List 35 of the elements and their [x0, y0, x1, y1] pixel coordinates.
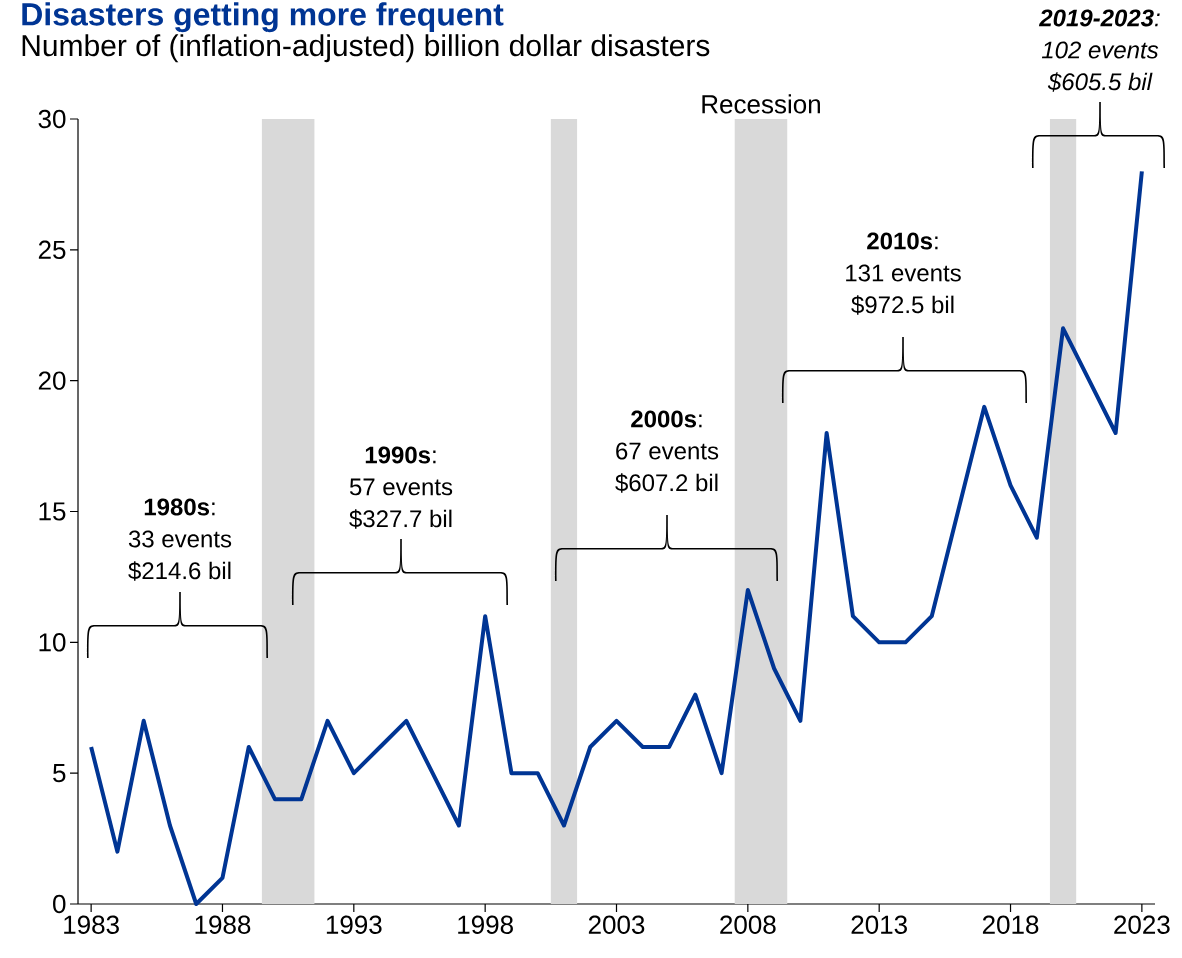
- x-tick-label: 2013: [851, 915, 907, 934]
- annotation: 1980s:: [144, 498, 215, 516]
- annotation: $327.7 bil: [349, 509, 452, 529]
- annotation: 1990s:: [365, 446, 436, 464]
- annotation: 57 events: [349, 478, 453, 496]
- annotation: 33 events: [128, 530, 232, 548]
- chart-subtitle: Number of (inflation-adjusted) billion dollar disasters: [22, 34, 710, 63]
- y-tick-label: 5: [53, 764, 66, 783]
- band-label: Recession: [702, 94, 820, 114]
- x-tick-label: 2023: [1114, 915, 1170, 934]
- x-tick-label: 1983: [64, 915, 119, 934]
- y-tick-label: 30: [38, 109, 66, 129]
- x-tick-label: 1998: [458, 915, 513, 934]
- line-series: [89, 169, 1144, 906]
- annotation: $214.6 bil: [128, 561, 231, 581]
- annotation: 131 events: [846, 264, 961, 282]
- text: $605.5 bil: [1047, 72, 1153, 92]
- text: 102 events: [1041, 41, 1159, 59]
- annotation: 2000s:: [631, 410, 702, 428]
- x-tick-label: 2008: [720, 915, 776, 934]
- y-tick-label: 15: [39, 502, 66, 521]
- annotation: $607.2 bil: [615, 473, 718, 493]
- x-tick-label: 1993: [326, 915, 382, 934]
- y-tick-label: 0: [53, 894, 66, 914]
- chart-title: Disasters getting more frequent: [22, 2, 504, 33]
- x-tick-label: 2018: [982, 915, 1039, 934]
- y-tick-label: 10: [39, 633, 66, 652]
- x-tick-label: 1988: [195, 915, 251, 934]
- annotation: 2010s:: [867, 232, 938, 250]
- annotation: 67 events: [616, 442, 719, 460]
- x-tick-label: 2003: [588, 915, 645, 934]
- y-tick-label: 20: [38, 371, 66, 390]
- annotation: $972.5 bil: [851, 295, 954, 315]
- y-tick-label: 25: [38, 240, 66, 260]
- text: 2019-2023:: [1038, 9, 1160, 27]
